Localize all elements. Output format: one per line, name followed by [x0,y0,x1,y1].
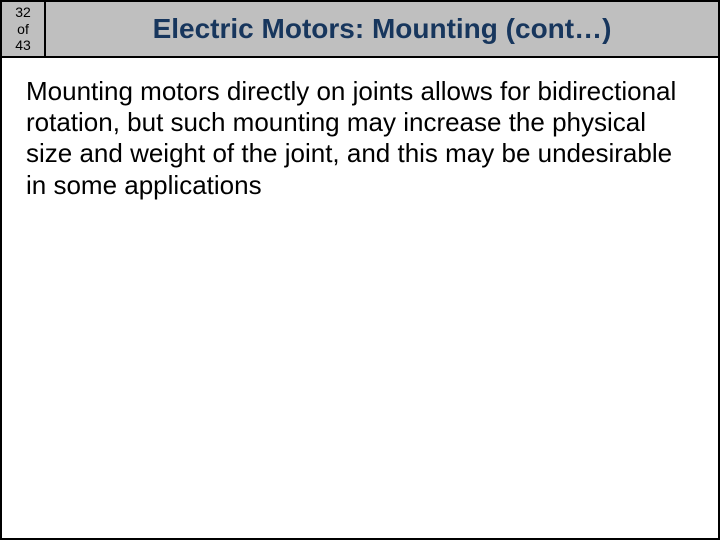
body-paragraph: Mounting motors directly on joints allow… [26,76,694,201]
page-current: 32 [15,4,31,21]
slide-header: 32 of 43 Electric Motors: Mounting (cont… [2,2,718,58]
slide-container: 32 of 43 Electric Motors: Mounting (cont… [0,0,720,540]
title-bar: Electric Motors: Mounting (cont…) [46,2,718,56]
slide-body: Mounting motors directly on joints allow… [2,58,718,538]
page-total: 43 [15,37,31,54]
slide-title: Electric Motors: Mounting (cont…) [153,13,612,45]
page-counter: 32 of 43 [2,2,46,56]
page-of-label: of [17,21,29,38]
